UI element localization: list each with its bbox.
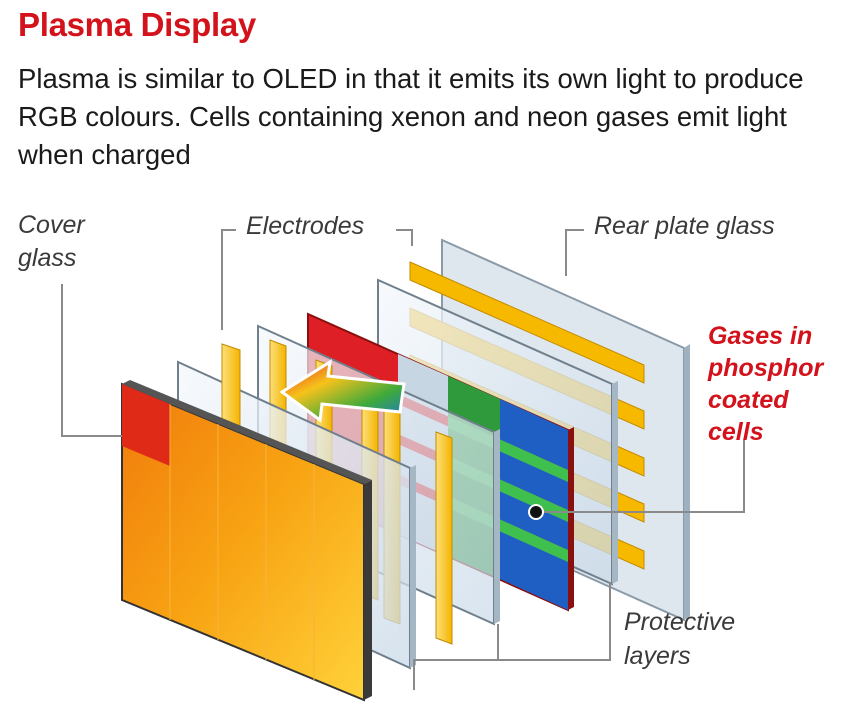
light-direction-arrow-icon	[279, 359, 406, 423]
description-text: Plasma is similar to OLED in that it emi…	[18, 63, 804, 170]
label-protective-1: Protective	[624, 608, 735, 636]
label-gases-3: coated	[708, 386, 789, 414]
label-cover-glass-2: glass	[18, 244, 76, 272]
label-cover-glass-1: Cover	[18, 211, 86, 239]
label-gases-2: phosphor	[707, 354, 825, 382]
pointer-dot-icon	[528, 504, 544, 520]
label-electrodes: Electrodes	[246, 212, 364, 240]
label-gases-4: cells	[708, 418, 764, 446]
label-protective-2: layers	[624, 642, 691, 670]
label-rear-plate-glass: Rear plate glass	[594, 212, 775, 240]
page-title: Plasma Display	[18, 6, 256, 43]
label-gases-1: Gases in	[708, 322, 812, 350]
cover-glass	[121, 380, 372, 702]
leader-lines	[61, 229, 745, 690]
